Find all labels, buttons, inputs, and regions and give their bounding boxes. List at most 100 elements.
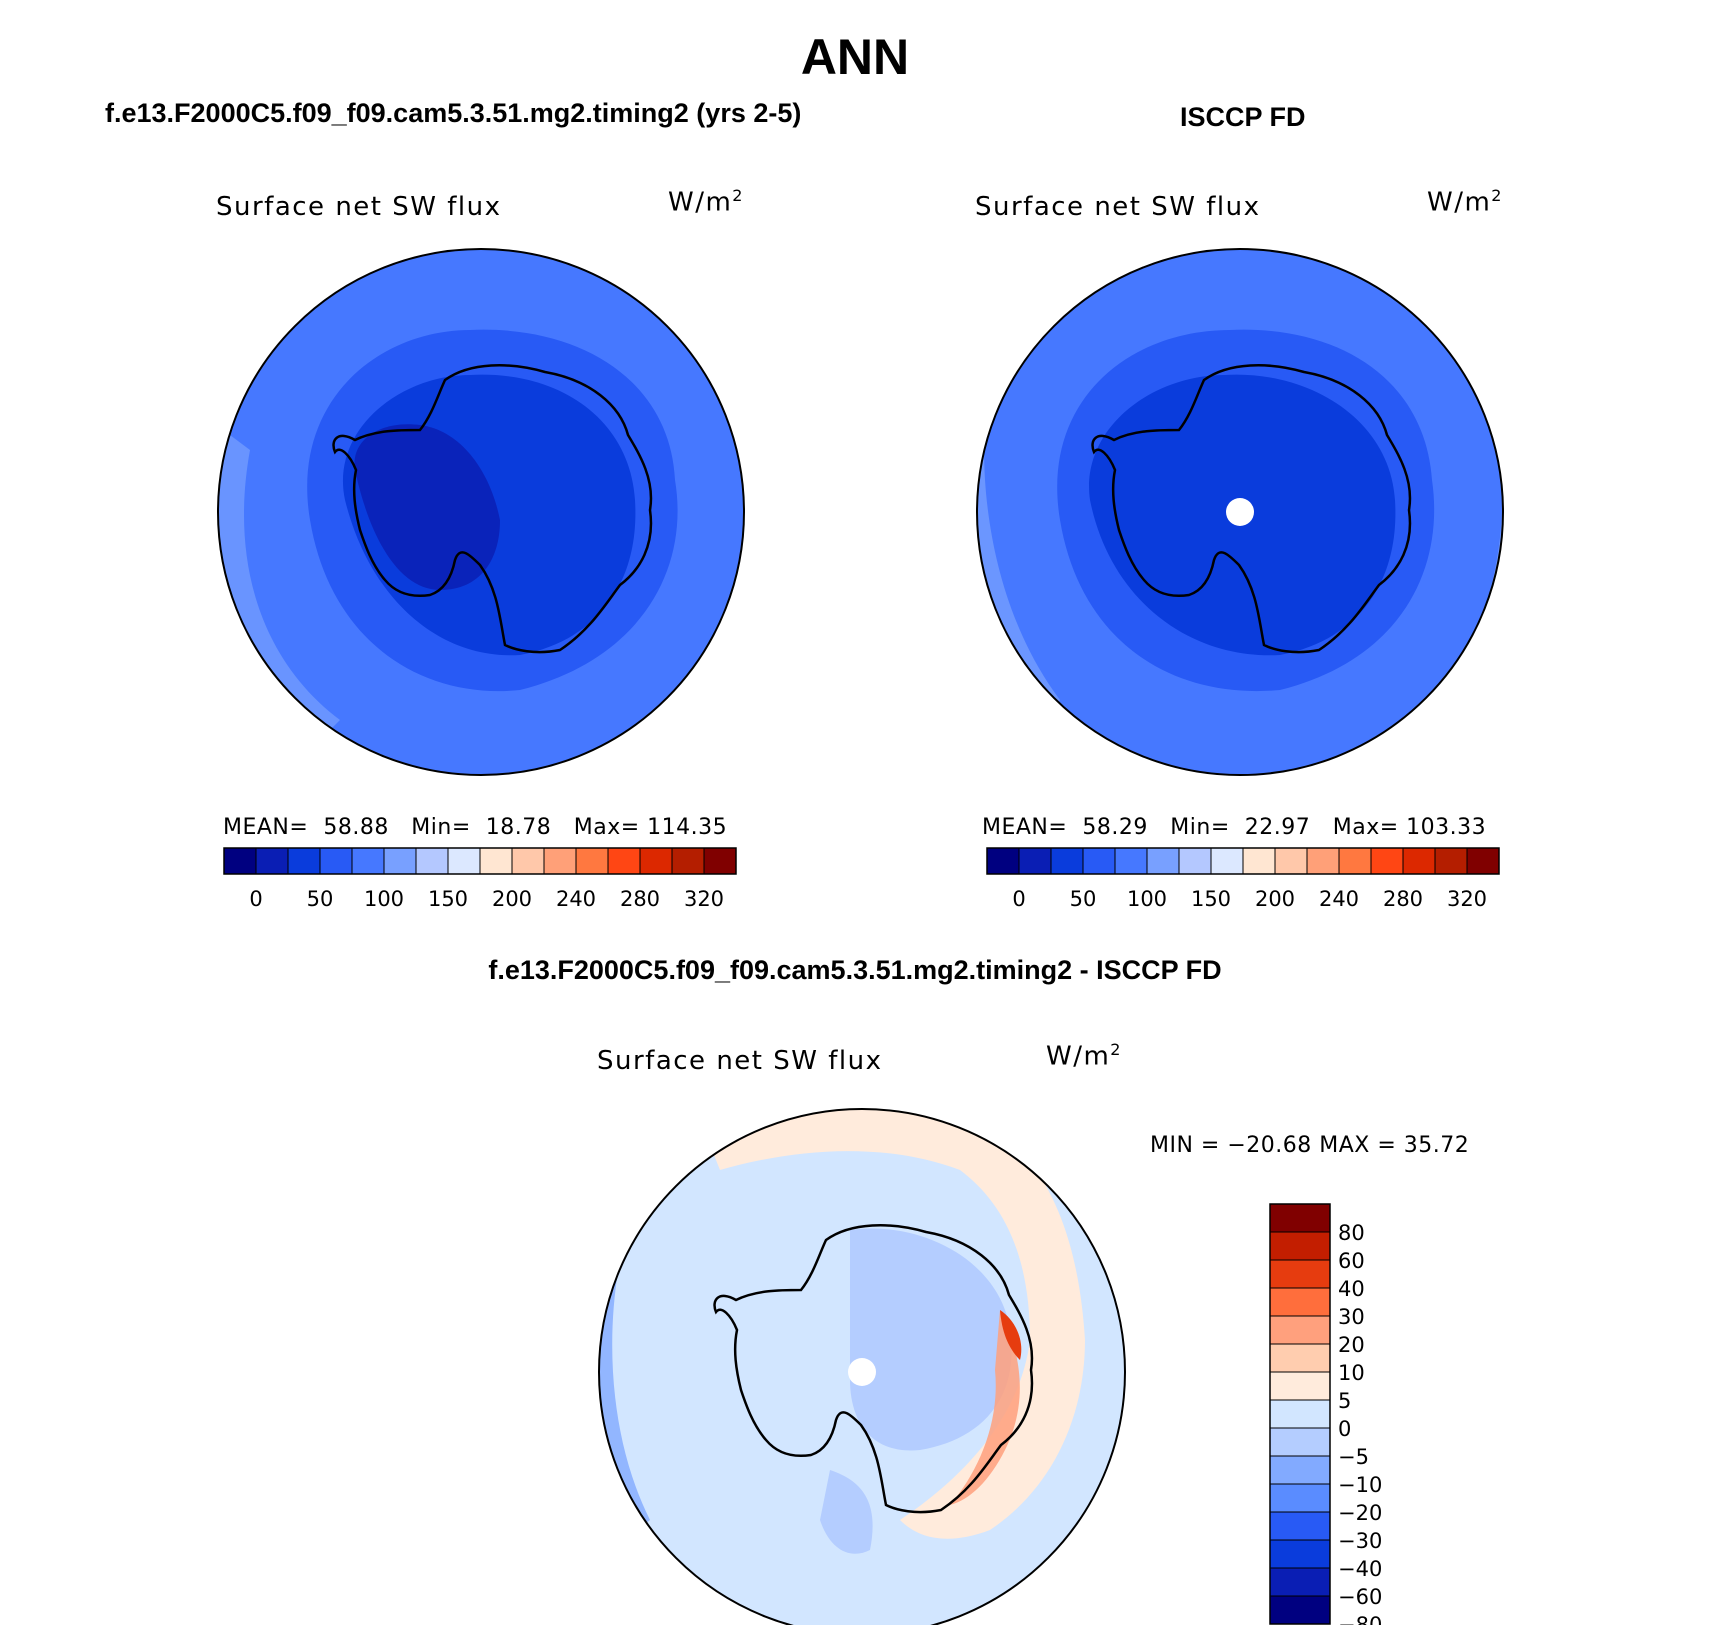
diff-colorbar-tick-label: −5 bbox=[1338, 1445, 1369, 1469]
model-colorbar-box bbox=[703, 847, 737, 875]
diff-colorbar-box bbox=[1269, 1315, 1331, 1345]
model-colorbar-box bbox=[543, 847, 577, 875]
model-interior-field bbox=[354, 424, 500, 590]
obs-colorbar-box bbox=[1146, 847, 1180, 875]
obs-stats: MEAN= 58.29 Min= 22.97 Max= 103.33 bbox=[982, 815, 1486, 840]
model-colorbar-box bbox=[319, 847, 353, 875]
diff-coastline bbox=[713, 1224, 1034, 1514]
model-colorbar-box bbox=[671, 847, 705, 875]
obs-coastline bbox=[1091, 364, 1412, 654]
obs-variable-label: Surface net SW flux bbox=[975, 192, 1261, 222]
diff-colorbar-box bbox=[1269, 1287, 1331, 1317]
obs-units-label: W/m2 bbox=[1427, 186, 1503, 218]
diff-colorbar-tick-label: 80 bbox=[1338, 1221, 1365, 1245]
model-colorbar-box bbox=[287, 847, 321, 875]
diff-colorbar-box bbox=[1269, 1203, 1331, 1233]
model-colorbar-box bbox=[415, 847, 449, 875]
diff-map-border bbox=[598, 1108, 1126, 1625]
obs-mean-value: 58.29 bbox=[1082, 815, 1148, 840]
obs-colorbar-tick-label: 200 bbox=[1255, 887, 1295, 911]
model-colorbar-box bbox=[639, 847, 673, 875]
diff-colorbar-tick-label: 30 bbox=[1338, 1305, 1365, 1329]
obs-colorbar-box bbox=[1434, 847, 1468, 875]
page-title: ANN bbox=[800, 29, 910, 85]
model-colorbar-box bbox=[223, 847, 257, 875]
diff-positive-ring bbox=[700, 1109, 1085, 1539]
obs-units-text: W/m bbox=[1427, 187, 1492, 218]
model-panel-subtitle: f.e13.F2000C5.f09_f09.cam5.3.51.mg2.timi… bbox=[105, 98, 802, 128]
diff-colorbar: 80 60 40 30 20 10 5 0 −5 −10 −20 −30 −40 −60 −80 bbox=[1269, 1203, 1382, 1625]
diff-colorbar-tick-label: 60 bbox=[1338, 1249, 1365, 1273]
obs-min-value: 22.97 bbox=[1244, 815, 1311, 840]
model-colorbar-box bbox=[447, 847, 481, 875]
diff-units-sup: 2 bbox=[1110, 1040, 1122, 1059]
obs-colorbar-tick-label: 320 bbox=[1447, 887, 1487, 911]
obs-colorbar-tick-label: 280 bbox=[1383, 887, 1423, 911]
diff-colorbar-box bbox=[1269, 1455, 1331, 1485]
obs-colorbar-box bbox=[1082, 847, 1116, 875]
diff-pole-gap bbox=[848, 1358, 876, 1386]
model-colorbar-box bbox=[351, 847, 385, 875]
diff-colorbar-box bbox=[1269, 1595, 1331, 1625]
model-colorbar-box bbox=[479, 847, 513, 875]
obs-map-border bbox=[976, 248, 1504, 776]
model-colorbar-box bbox=[383, 847, 417, 875]
model-variable-label: Surface net SW flux bbox=[216, 192, 502, 222]
diff-colorbar-box bbox=[1269, 1343, 1331, 1373]
diff-panel-subtitle: f.e13.F2000C5.f09_f09.cam5.3.51.mg2.timi… bbox=[488, 955, 1222, 985]
model-colorbar-tick-label: 150 bbox=[428, 887, 468, 911]
obs-map bbox=[977, 249, 1503, 775]
obs-colorbar-box bbox=[1466, 847, 1500, 875]
obs-colorbar-tick-label: 0 bbox=[1012, 887, 1025, 911]
model-stats: MEAN= 58.88 Min= 18.78 Max= 114.35 bbox=[223, 815, 727, 840]
obs-colorbar-box bbox=[1402, 847, 1436, 875]
diff-colorbar-box bbox=[1269, 1231, 1331, 1261]
obs-units-sup: 2 bbox=[1491, 186, 1503, 205]
diff-colorbar-tick-label: −30 bbox=[1338, 1529, 1382, 1553]
diff-colorbar-tick-label: −10 bbox=[1338, 1473, 1382, 1497]
model-colorbar-tick-label: 320 bbox=[684, 887, 724, 911]
diff-colorbar-tick-label: 40 bbox=[1338, 1277, 1365, 1301]
model-colorbar-box bbox=[511, 847, 545, 875]
diff-colorbar-tick-label: −60 bbox=[1338, 1585, 1382, 1609]
model-colorbar-box bbox=[255, 847, 289, 875]
model-colorbar-frame bbox=[223, 847, 737, 875]
diff-colorbar-frame bbox=[1269, 1203, 1331, 1625]
model-colorbar-tick-label: 100 bbox=[364, 887, 404, 911]
model-colorbar-tick-label: 240 bbox=[556, 887, 596, 911]
obs-colorbar-tick-label: 100 bbox=[1127, 887, 1167, 911]
model-map-border bbox=[217, 248, 745, 776]
model-map bbox=[218, 249, 744, 775]
diff-colorbar-tick-label: 5 bbox=[1338, 1389, 1351, 1413]
diff-colorbar-tick-label: 20 bbox=[1338, 1333, 1365, 1357]
model-coastline bbox=[332, 364, 653, 654]
diff-units-label: W/m2 bbox=[1046, 1040, 1122, 1072]
diff-colorbar-tick-label: 10 bbox=[1338, 1361, 1365, 1385]
model-units-label: W/m2 bbox=[668, 186, 744, 218]
obs-panel-subtitle: ISCCP FD bbox=[1180, 102, 1306, 132]
model-colorbar-tick-label: 200 bbox=[492, 887, 532, 911]
diff-positive-hotspot bbox=[1000, 1310, 1022, 1360]
obs-mean-label: MEAN= bbox=[982, 815, 1068, 840]
obs-colorbar-box bbox=[1114, 847, 1148, 875]
diff-variable-label: Surface net SW flux bbox=[597, 1046, 883, 1076]
diff-colorbar-box bbox=[1269, 1371, 1331, 1401]
obs-colorbar-box bbox=[1242, 847, 1276, 875]
model-colorbar-tick-label: 50 bbox=[307, 887, 334, 911]
diff-colorbar-tick-label: 0 bbox=[1338, 1417, 1351, 1441]
obs-max-value: 103.33 bbox=[1406, 815, 1487, 840]
model-colorbar: 0 50 100 150 200 240 280 320 bbox=[223, 847, 737, 911]
obs-pole-gap bbox=[1226, 498, 1254, 526]
diff-positive-east bbox=[950, 1310, 1020, 1505]
diff-colorbar-box bbox=[1269, 1539, 1331, 1569]
diff-colorbar-box bbox=[1269, 1483, 1331, 1513]
obs-colorbar-box bbox=[986, 847, 1020, 875]
obs-max-label: Max= bbox=[1332, 815, 1399, 840]
obs-colorbar-box bbox=[1370, 847, 1404, 875]
model-colorbar-tick-label: 280 bbox=[620, 887, 660, 911]
obs-colorbar: 0 50 100 150 200 240 280 320 bbox=[986, 847, 1500, 911]
diff-colorbar-box bbox=[1269, 1399, 1331, 1429]
obs-min-label: Min= bbox=[1170, 815, 1230, 840]
obs-colorbar-tick-label: 50 bbox=[1070, 887, 1097, 911]
